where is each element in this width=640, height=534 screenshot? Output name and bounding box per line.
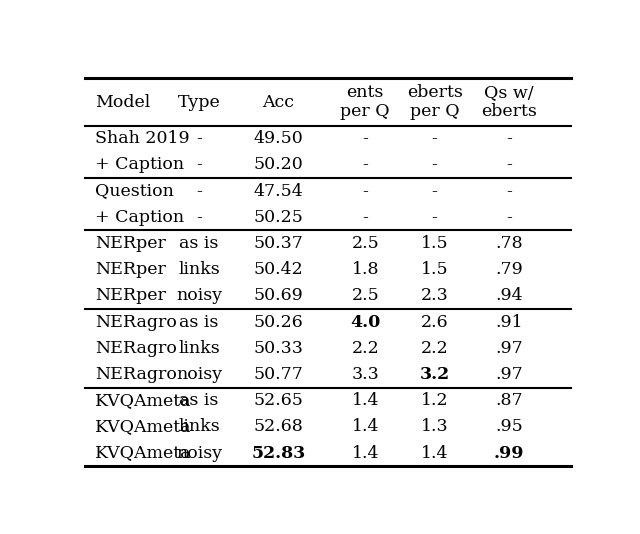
Text: .87: .87 xyxy=(495,392,523,409)
Text: -: - xyxy=(432,156,438,174)
Text: Question: Question xyxy=(95,183,173,200)
Text: Model: Model xyxy=(95,93,150,111)
Text: -: - xyxy=(432,209,438,226)
Text: 1.5: 1.5 xyxy=(421,261,449,278)
Text: 49.50: 49.50 xyxy=(253,130,303,147)
Text: NERagro: NERagro xyxy=(95,313,177,331)
Text: .79: .79 xyxy=(495,261,523,278)
Text: 50.77: 50.77 xyxy=(253,366,303,383)
Text: 2.5: 2.5 xyxy=(351,235,379,252)
Text: 50.42: 50.42 xyxy=(253,261,303,278)
Text: Acc: Acc xyxy=(262,93,294,111)
Text: NERper: NERper xyxy=(95,261,166,278)
Text: .99: .99 xyxy=(494,445,524,461)
Text: -: - xyxy=(506,183,512,200)
Text: as is: as is xyxy=(179,392,219,409)
Text: 3.2: 3.2 xyxy=(420,366,450,383)
Text: Qs w/
eberts: Qs w/ eberts xyxy=(481,84,537,120)
Text: -: - xyxy=(506,209,512,226)
Text: Shah 2019: Shah 2019 xyxy=(95,130,189,147)
Text: 1.8: 1.8 xyxy=(351,261,379,278)
Text: + Caption: + Caption xyxy=(95,156,184,174)
Text: eberts
per Q: eberts per Q xyxy=(406,84,463,120)
Text: NERagro: NERagro xyxy=(95,340,177,357)
Text: 1.4: 1.4 xyxy=(351,445,379,461)
Text: NERper: NERper xyxy=(95,287,166,304)
Text: 52.68: 52.68 xyxy=(253,419,303,435)
Text: 50.33: 50.33 xyxy=(253,340,303,357)
Text: -: - xyxy=(196,156,202,174)
Text: Type: Type xyxy=(178,93,220,111)
Text: 1.3: 1.3 xyxy=(421,419,449,435)
Text: .78: .78 xyxy=(495,235,523,252)
Text: 52.65: 52.65 xyxy=(253,392,303,409)
Text: KVQAmeta: KVQAmeta xyxy=(95,419,191,435)
Text: 50.37: 50.37 xyxy=(253,235,303,252)
Text: 2.2: 2.2 xyxy=(351,340,379,357)
Text: 2.6: 2.6 xyxy=(421,313,449,331)
Text: -: - xyxy=(362,209,368,226)
Text: 50.20: 50.20 xyxy=(253,156,303,174)
Text: 50.26: 50.26 xyxy=(253,313,303,331)
Text: KVQAmeta: KVQAmeta xyxy=(95,392,191,409)
Text: noisy: noisy xyxy=(176,445,222,461)
Text: -: - xyxy=(506,156,512,174)
Text: 50.69: 50.69 xyxy=(253,287,303,304)
Text: NERper: NERper xyxy=(95,235,166,252)
Text: 47.54: 47.54 xyxy=(253,183,303,200)
Text: -: - xyxy=(362,130,368,147)
Text: 2.2: 2.2 xyxy=(420,340,449,357)
Text: .97: .97 xyxy=(495,366,523,383)
Text: as is: as is xyxy=(179,235,219,252)
Text: NERagro: NERagro xyxy=(95,366,177,383)
Text: -: - xyxy=(506,130,512,147)
Text: 1.2: 1.2 xyxy=(421,392,449,409)
Text: 1.4: 1.4 xyxy=(351,419,379,435)
Text: noisy: noisy xyxy=(176,287,222,304)
Text: -: - xyxy=(196,209,202,226)
Text: 2.3: 2.3 xyxy=(420,287,449,304)
Text: .94: .94 xyxy=(495,287,523,304)
Text: links: links xyxy=(178,261,220,278)
Text: 52.83: 52.83 xyxy=(252,445,305,461)
Text: ents
per Q: ents per Q xyxy=(340,84,390,120)
Text: .91: .91 xyxy=(495,313,523,331)
Text: -: - xyxy=(196,183,202,200)
Text: 2.5: 2.5 xyxy=(351,287,379,304)
Text: .97: .97 xyxy=(495,340,523,357)
Text: -: - xyxy=(432,130,438,147)
Text: -: - xyxy=(362,156,368,174)
Text: as is: as is xyxy=(179,313,219,331)
Text: 1.4: 1.4 xyxy=(421,445,449,461)
Text: 50.25: 50.25 xyxy=(253,209,303,226)
Text: -: - xyxy=(432,183,438,200)
Text: -: - xyxy=(196,130,202,147)
Text: 3.3: 3.3 xyxy=(351,366,379,383)
Text: 4.0: 4.0 xyxy=(350,313,380,331)
Text: + Caption: + Caption xyxy=(95,209,184,226)
Text: 1.4: 1.4 xyxy=(351,392,379,409)
Text: KVQAmeta: KVQAmeta xyxy=(95,445,191,461)
Text: .95: .95 xyxy=(495,419,523,435)
Text: -: - xyxy=(362,183,368,200)
Text: 1.5: 1.5 xyxy=(421,235,449,252)
Text: links: links xyxy=(178,340,220,357)
Text: links: links xyxy=(178,419,220,435)
Text: noisy: noisy xyxy=(176,366,222,383)
